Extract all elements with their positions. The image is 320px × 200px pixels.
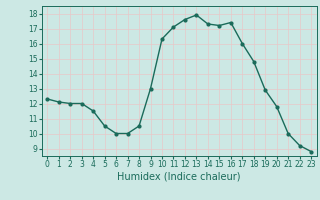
X-axis label: Humidex (Indice chaleur): Humidex (Indice chaleur) xyxy=(117,172,241,182)
